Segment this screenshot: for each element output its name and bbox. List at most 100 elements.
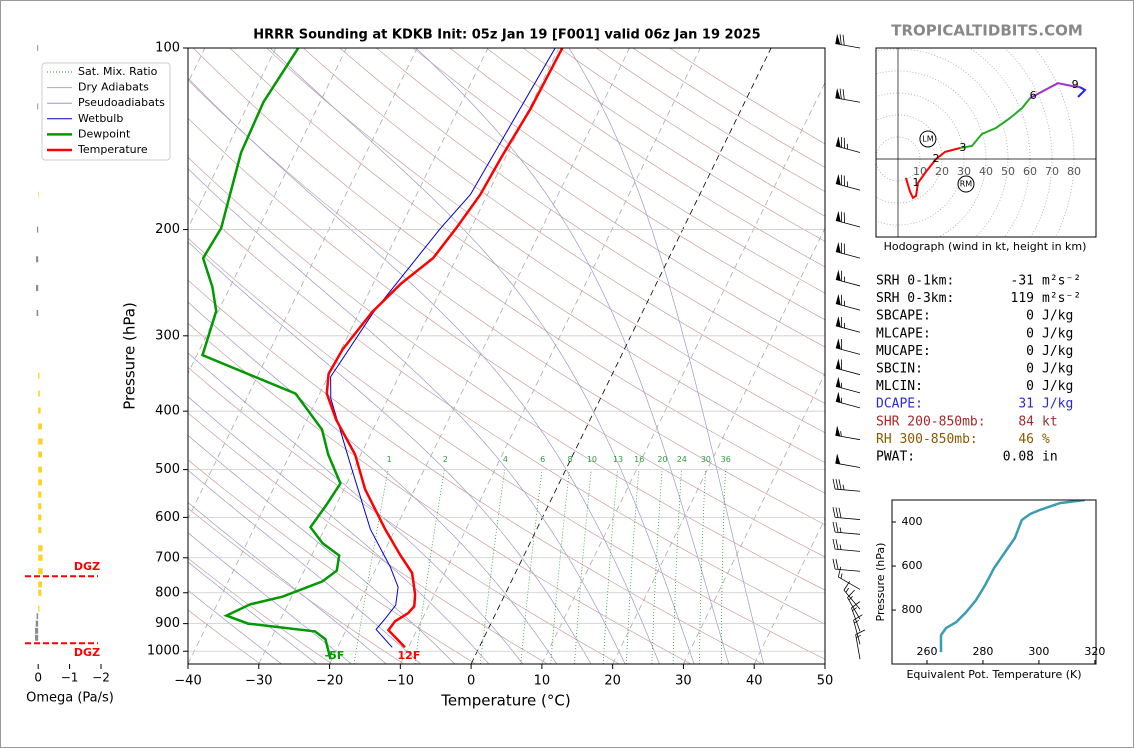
chart-title: HRRR Sounding at KDKB Init: 05z Jan 19 [… bbox=[253, 28, 760, 43]
index-label: SHR 200-850mb: bbox=[876, 414, 986, 429]
storm-motion-label: RM bbox=[960, 180, 973, 189]
index-unit: m²s⁻² bbox=[1042, 274, 1081, 289]
wind-barb bbox=[832, 521, 861, 535]
x-tick-label: −20 bbox=[316, 674, 343, 689]
mixing-ratio-label: 2 bbox=[443, 455, 448, 464]
omega-bar bbox=[38, 581, 42, 588]
storm-motion-marker bbox=[919, 130, 937, 148]
wind-barb bbox=[835, 241, 861, 259]
barb-flag bbox=[835, 210, 841, 222]
omega-bar bbox=[38, 514, 42, 521]
mixing-ratio-label: 10 bbox=[587, 455, 597, 464]
dry-adiabat bbox=[188, 322, 692, 664]
barb-half bbox=[839, 544, 842, 550]
storm-motion-marker bbox=[957, 175, 975, 193]
wind-barb bbox=[835, 391, 861, 409]
isotherm bbox=[329, 48, 630, 664]
y-tick-label: 200 bbox=[155, 222, 180, 237]
index-unit: J/kg bbox=[1042, 379, 1073, 394]
moist-adiabat bbox=[188, 532, 352, 664]
dry-adiabat bbox=[522, 48, 825, 242]
barb-half bbox=[840, 431, 842, 437]
x-tick-label: −40 bbox=[174, 674, 201, 689]
index-label: PWAT: bbox=[876, 450, 915, 465]
hodo-ring-label: 70 bbox=[1045, 165, 1059, 178]
hodo-ring-label: 20 bbox=[935, 165, 949, 178]
y-tick-label: 700 bbox=[155, 550, 180, 565]
barb-flag bbox=[835, 33, 841, 45]
barb-full bbox=[835, 559, 839, 570]
legend-label: Wetbulb bbox=[78, 112, 123, 125]
barb-half bbox=[840, 573, 843, 579]
barb-full bbox=[835, 479, 839, 490]
x-tick-label: 40 bbox=[746, 674, 763, 689]
legend-label: Temperature bbox=[77, 143, 148, 156]
omega-bar bbox=[38, 407, 41, 414]
omega-bar bbox=[38, 438, 43, 445]
moist-adiabat bbox=[188, 168, 626, 664]
y-tick-label: 400 bbox=[155, 404, 180, 419]
barb-half bbox=[845, 587, 850, 593]
barb-staff bbox=[835, 488, 861, 492]
wind-barb bbox=[835, 33, 861, 49]
barb-staff bbox=[855, 634, 861, 660]
index-unit: kt bbox=[1042, 414, 1058, 429]
index-value: 0 bbox=[1026, 309, 1034, 324]
hodo-ring-label: 50 bbox=[1001, 165, 1015, 178]
omega-bar bbox=[38, 466, 42, 473]
mixing-ratio-label: 20 bbox=[657, 455, 667, 464]
moist-adiabat bbox=[269, 48, 695, 664]
index-label: SBCAPE: bbox=[876, 309, 931, 324]
index-value: 0 bbox=[1026, 344, 1034, 359]
hodo-height-label: 6 bbox=[1030, 89, 1037, 102]
dry-adiabat bbox=[302, 48, 825, 404]
wind-barb bbox=[853, 614, 863, 645]
barb-staff bbox=[835, 43, 861, 49]
x-tick-label: −30 bbox=[245, 674, 272, 689]
barb-flag bbox=[835, 241, 841, 253]
mixing-ratio-label: 24 bbox=[677, 455, 687, 464]
isotherm bbox=[612, 227, 825, 664]
legend-label: Sat. Mix. Ratio bbox=[78, 65, 158, 78]
dry-adiabat bbox=[449, 48, 825, 294]
index-unit: % bbox=[1042, 432, 1050, 447]
mixing-ratio-line bbox=[651, 469, 663, 664]
barb-flag bbox=[835, 316, 841, 328]
barb-full bbox=[832, 521, 836, 533]
y-tick-label: 100 bbox=[155, 41, 180, 56]
barb-full bbox=[855, 629, 866, 635]
hodo-height-label: 1 bbox=[913, 176, 920, 189]
index-value: 46 bbox=[1018, 432, 1034, 447]
thetae-y-label: Pressure (hPa) bbox=[874, 543, 887, 622]
barb-staff bbox=[853, 620, 861, 645]
isotherm bbox=[541, 81, 825, 664]
thetae-panel: 260 280 300 320 400 600 800 bbox=[891, 499, 1105, 665]
omega-tick-label: −2 bbox=[92, 671, 110, 685]
index-label: MUCAPE: bbox=[876, 344, 931, 359]
moist-adiabat bbox=[415, 48, 730, 664]
barb-half bbox=[848, 596, 853, 601]
x-axis-label: Temperature (°C) bbox=[440, 692, 570, 710]
barb-half bbox=[839, 527, 842, 533]
index-unit: J/kg bbox=[1042, 397, 1073, 412]
wind-barb bbox=[835, 338, 861, 355]
thetae-x-tick-label: 260 bbox=[916, 645, 937, 658]
omega-bar bbox=[38, 423, 42, 430]
moist-adiabat bbox=[188, 469, 421, 664]
y-tick-label: 600 bbox=[155, 510, 180, 525]
storm-motion-label: LM bbox=[922, 134, 933, 143]
omega-bar bbox=[37, 103, 39, 110]
barb-flag bbox=[835, 173, 841, 185]
index-label: SRH 0-3km: bbox=[876, 291, 954, 306]
dry-adiabat bbox=[188, 279, 763, 664]
moist-adiabat bbox=[188, 561, 317, 664]
moist-adiabat bbox=[188, 501, 387, 664]
mixing-ratio-line bbox=[672, 469, 682, 664]
wind-barb bbox=[843, 581, 861, 610]
thetae-frame bbox=[891, 499, 1097, 665]
moist-adiabat bbox=[188, 77, 660, 664]
moist-adiabat bbox=[188, 301, 558, 664]
index-value: 84 bbox=[1018, 414, 1034, 429]
legend-label: Dewpoint bbox=[78, 127, 131, 140]
